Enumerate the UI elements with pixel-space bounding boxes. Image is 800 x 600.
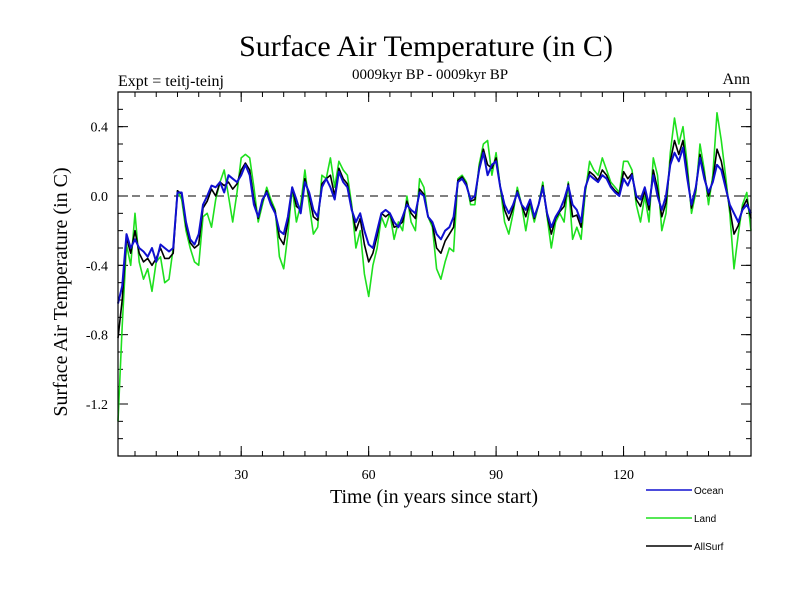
series-line-ocean [117, 146, 752, 304]
y-tick-label: -1.2 [86, 398, 108, 413]
y-tick-label: -0.4 [86, 259, 108, 274]
x-tick-label: 60 [362, 468, 376, 483]
x-axis-label: Time (in years since start) [330, 486, 538, 508]
plot-frame [117, 91, 752, 457]
legend: Ocean Land AllSurf [646, 486, 724, 553]
legend-label-ocean: Ocean [694, 486, 723, 497]
chart-subtitle: 0009kyr BP - 0009kyr BP [352, 67, 508, 83]
experiment-label: Expt = teitj-teinj [118, 73, 224, 90]
chart-title: Surface Air Temperature (in C) [239, 30, 613, 63]
x-ticks: 30 60 90 120 [134, 92, 752, 483]
x-tick-label: 120 [613, 468, 634, 483]
y-tick-label: 0.0 [91, 190, 109, 205]
legend-label-land: Land [694, 514, 716, 525]
x-tick-label: 30 [234, 468, 248, 483]
legend-label-allsurf: AllSurf [694, 542, 724, 553]
y-ticks: 0.4 0.0 -0.4 -0.8 -1.2 [86, 91, 751, 457]
series-group [117, 112, 752, 422]
y-tick-label: -0.8 [86, 329, 108, 344]
y-axis-label: Surface Air Temperature (in C) [50, 167, 72, 416]
series-line-land [117, 112, 752, 422]
y-tick-label: 0.4 [91, 121, 109, 136]
period-label: Ann [722, 71, 750, 88]
x-tick-label: 90 [489, 468, 503, 483]
